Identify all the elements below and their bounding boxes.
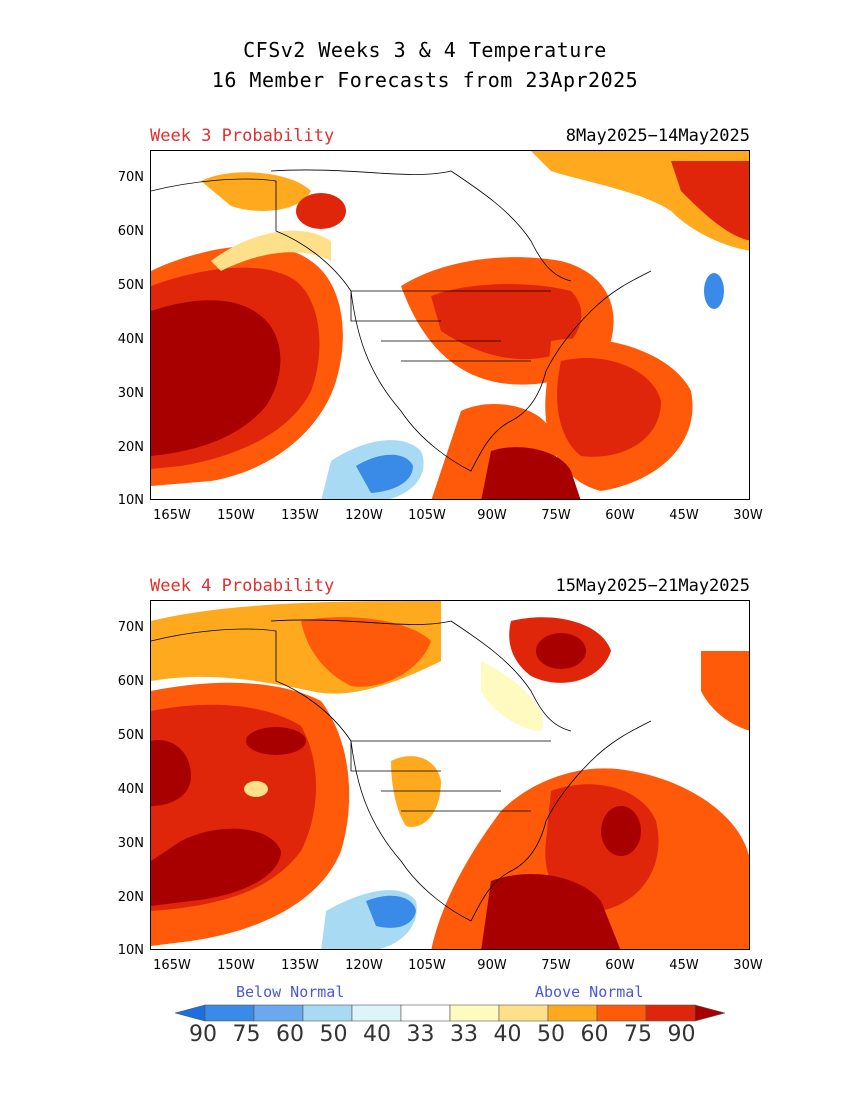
- w4-north-red: [301, 617, 431, 687]
- w4-lon-120: 120W: [345, 958, 383, 973]
- w4-lat-20: 20N: [117, 890, 144, 905]
- w4-coastline: [151, 628, 652, 922]
- w4-hudson-dark: [536, 633, 586, 669]
- legend-value-2: 60: [276, 1022, 304, 1047]
- legend-swatch-11: [694, 1004, 725, 1022]
- w3-lon-150: 150W: [217, 508, 255, 523]
- legend-value-7: 40: [493, 1022, 522, 1047]
- w3-east-red: [431, 284, 582, 360]
- legend-swatch-5: [400, 1004, 451, 1022]
- legend-value-0: 90: [189, 1022, 217, 1047]
- legend-swatch-6: [449, 1004, 500, 1022]
- w4-pacific-dark2: [151, 828, 281, 906]
- legend-colorbar: [175, 1004, 725, 1022]
- figure-title-line2: 16 Member Forecasts from 23Apr2025: [211, 68, 639, 92]
- week3-map: [150, 150, 750, 500]
- w3-lat-60: 60N: [117, 224, 144, 239]
- week4-label: Week 4 Probability: [150, 576, 335, 596]
- week3-label: Week 3 Probability: [150, 126, 335, 146]
- legend-swatch-2: [253, 1004, 304, 1022]
- week3-dates: 8May2025−14May2025: [565, 126, 750, 146]
- w4-lat-10: 10N: [117, 943, 144, 958]
- w4-pacific-yellow-spot: [244, 781, 268, 797]
- legend-value-3: 50: [319, 1022, 348, 1047]
- legend-value-11: 90: [667, 1022, 696, 1047]
- w4-coastline-north: [270, 619, 572, 732]
- legend-swatch-7: [498, 1004, 549, 1022]
- w4-lon-150: 150W: [217, 958, 255, 973]
- week4-map: [150, 600, 750, 950]
- w4-lat-30: 30N: [117, 836, 144, 851]
- w4-lat-60: 60N: [117, 674, 144, 689]
- w3-greenland-red: [671, 161, 749, 241]
- legend-value-9: 60: [580, 1022, 609, 1047]
- w4-central-orange: [391, 756, 441, 827]
- w3-lon-105: 105W: [408, 508, 446, 523]
- w3-blue-mid: [356, 454, 413, 493]
- w4-lon-90: 90W: [477, 958, 507, 973]
- w4-pacific-dark3: [246, 727, 306, 755]
- w3-lat-30: 30N: [117, 386, 144, 401]
- legend-value-4: 40: [363, 1022, 391, 1047]
- figure-title-line1: CFSv2 Weeks 3 & 4 Temperature: [243, 38, 607, 62]
- w4-atlantic-dark: [601, 806, 641, 856]
- w3-pacific-yellow: [211, 230, 331, 271]
- week3-map-canvas: [151, 151, 749, 499]
- w3-lat-70: 70N: [117, 170, 144, 185]
- legend-swatch-4: [351, 1004, 402, 1022]
- legend-value-1: 75: [232, 1022, 261, 1047]
- w4-lon-135: 135W: [281, 958, 319, 973]
- legend-value-5: 33: [406, 1022, 435, 1047]
- legend-value-8: 50: [537, 1022, 565, 1047]
- legend-value-10: 75: [624, 1022, 652, 1047]
- legend-swatch-9: [596, 1004, 647, 1022]
- legend-below-normal: Below Normal: [236, 983, 345, 1001]
- w3-gulf-dark: [481, 447, 581, 499]
- w4-lon-45: 45W: [669, 958, 699, 973]
- w4-lon-60: 60W: [605, 958, 635, 973]
- w3-canada-spot: [296, 193, 346, 229]
- week4-map-canvas: [151, 601, 749, 949]
- w4-caribbean-dark: [481, 873, 621, 949]
- w4-lon-30: 30W: [733, 958, 763, 973]
- legend-swatch-10: [645, 1004, 696, 1022]
- legend-value-6: 33: [450, 1022, 478, 1047]
- w4-lat-50: 50N: [117, 728, 144, 743]
- week4-dates: 15May2025−21May2025: [555, 576, 750, 596]
- w3-lon-75: 75W: [541, 508, 571, 523]
- w4-pacific-dark1: [151, 740, 191, 806]
- w3-lon-30: 30W: [733, 508, 763, 523]
- legend-swatch-1: [204, 1004, 255, 1022]
- w4-lon-165: 165W: [153, 958, 191, 973]
- w3-lon-120: 120W: [345, 508, 383, 523]
- w4-lon-75: 75W: [541, 958, 571, 973]
- legend-above-normal: Above Normal: [535, 983, 644, 1001]
- w4-north-yellow: [481, 661, 543, 731]
- w3-lat-50: 50N: [117, 278, 144, 293]
- w4-blue-mid: [366, 895, 416, 928]
- w3-lon-165: 165W: [153, 508, 191, 523]
- w4-lat-40: 40N: [117, 782, 144, 797]
- w3-atlantic-blue: [704, 273, 724, 309]
- w3-lat-10: 10N: [117, 493, 144, 508]
- w3-pacific-dark: [151, 300, 281, 456]
- legend-swatch-3: [302, 1004, 353, 1022]
- w3-atlantic-red: [557, 357, 661, 457]
- w3-coastline-north: [270, 169, 572, 282]
- w3-lat-20: 20N: [117, 440, 144, 455]
- w3-lon-135: 135W: [281, 508, 319, 523]
- w3-coastline: [151, 178, 652, 472]
- w3-lat-40: 40N: [117, 332, 144, 347]
- w3-lon-45: 45W: [669, 508, 699, 523]
- w3-alaska-orange: [201, 172, 311, 211]
- w3-lon-90: 90W: [477, 508, 507, 523]
- w3-lon-60: 60W: [605, 508, 635, 523]
- legend-swatch-8: [547, 1004, 598, 1022]
- w4-greenland-orange: [701, 651, 749, 731]
- w4-lat-70: 70N: [117, 620, 144, 635]
- w4-lon-105: 105W: [408, 958, 446, 973]
- legend-swatch-0: [175, 1004, 206, 1022]
